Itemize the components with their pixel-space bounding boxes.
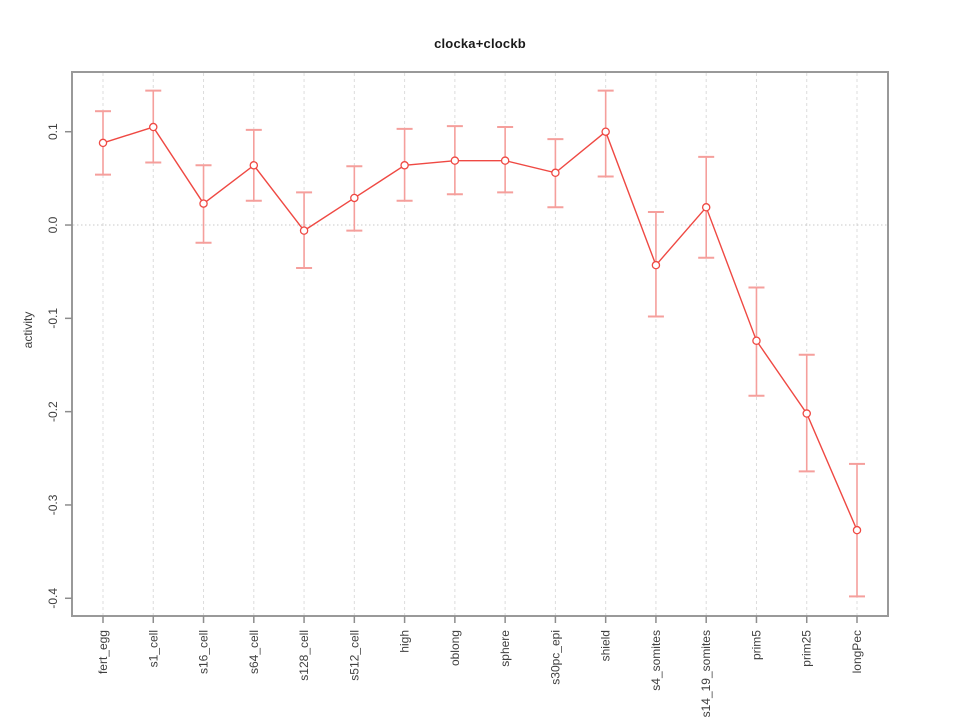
data-point — [752, 336, 761, 345]
x-tick-label: high — [398, 630, 412, 653]
data-point — [350, 193, 359, 203]
x-tick-label: prim5 — [749, 630, 763, 660]
x-tick-label: s14_19_somites — [699, 630, 713, 717]
y-tick-label: -0.2 — [46, 401, 60, 422]
y-tick-label: 0.0 — [46, 216, 60, 233]
data-point — [450, 156, 460, 165]
plot-box — [71, 71, 889, 617]
data-point — [199, 199, 208, 208]
x-tick-label: oblong — [448, 630, 462, 666]
y-tick-label: -0.1 — [46, 308, 60, 329]
x-tick-label: fert_egg — [96, 630, 110, 674]
x-tick-label: s512_cell — [347, 630, 361, 681]
data-point — [852, 525, 862, 535]
data-point — [701, 203, 711, 212]
chart-title: clocka+clockb — [434, 36, 526, 51]
x-tick-label: sphere — [498, 630, 512, 667]
x-tick-label: s4_somites — [649, 630, 663, 691]
data-point — [500, 156, 510, 165]
data-point — [802, 409, 811, 418]
data-point — [551, 168, 560, 178]
data-point — [149, 122, 158, 132]
x-tick-label: s16_cell — [197, 630, 211, 674]
data-point — [651, 260, 661, 270]
x-tick-label: s64_cell — [247, 630, 261, 674]
y-tick-label: 0.1 — [46, 123, 60, 140]
data-point — [299, 226, 309, 235]
data-point — [249, 161, 259, 170]
data-point — [601, 127, 610, 136]
x-tick-label: prim25 — [800, 630, 814, 667]
series-line — [102, 126, 858, 531]
x-tick-label: s1_cell — [146, 630, 160, 667]
x-tick-label: s30pc_epi — [548, 630, 562, 685]
data-point — [98, 138, 108, 148]
x-tick-label: longPec — [850, 630, 864, 673]
y-tick-label: -0.3 — [46, 494, 60, 515]
x-tick-label: shield — [599, 630, 613, 661]
y-tick-label: -0.4 — [46, 588, 60, 609]
data-point — [400, 161, 409, 170]
x-tick-label: s128_cell — [297, 630, 311, 681]
